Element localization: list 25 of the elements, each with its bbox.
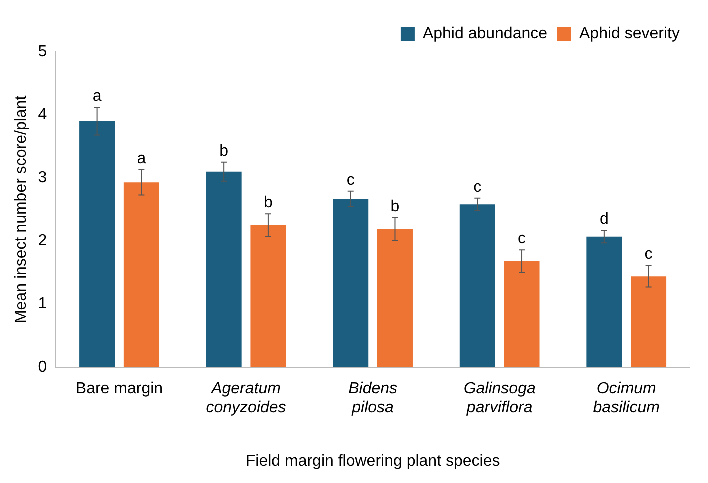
x-tick-label: Ocimum basilicum [593, 380, 660, 417]
data-label: c [518, 230, 526, 248]
legend-label: Aphid abundance [422, 25, 548, 42]
y-tick-label: 2 [38, 232, 48, 250]
data-label: a [137, 150, 146, 168]
data-label: c [346, 172, 355, 189]
data-label: b [264, 194, 273, 212]
data-label: b [390, 198, 400, 216]
y-tick-label: 3 [38, 170, 48, 187]
y-tick-label: 4 [38, 106, 48, 124]
x-tick-label: Ageratum conyzoides [206, 380, 286, 417]
data-label: c [474, 178, 482, 196]
x-axis-title: Field margin flowering plant species [246, 452, 500, 470]
x-tick-label: Bidens pilosa [348, 380, 398, 417]
data-label: b [220, 142, 229, 160]
y-tick-label: 1 [38, 296, 48, 313]
y-axis-title: Mean insect number score/plant [13, 95, 30, 324]
y-tick-label: 5 [38, 43, 48, 60]
data-label: c [644, 246, 653, 264]
data-label: a [92, 88, 102, 105]
x-tick-label: Galinsoga parviflora [464, 380, 536, 417]
data-label: d [600, 210, 609, 228]
y-tick-label: 0 [38, 358, 48, 376]
x-tick-label: Bare margin [76, 380, 164, 398]
legend-label: Aphid severity [580, 25, 680, 42]
